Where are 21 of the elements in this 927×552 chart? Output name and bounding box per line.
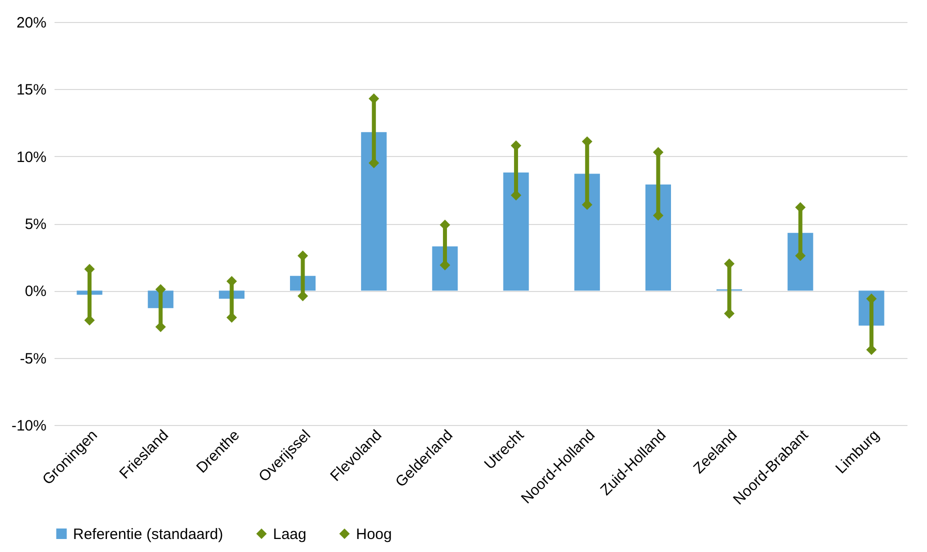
point bbox=[866, 293, 877, 304]
bar bbox=[361, 132, 387, 291]
bar bbox=[645, 184, 672, 291]
legend-label: Referentie (standaard) bbox=[73, 526, 224, 543]
legend-label: Laag bbox=[273, 526, 306, 543]
point bbox=[510, 190, 522, 201]
y-tick-label: 5% bbox=[24, 216, 46, 233]
y-tick-label: 10% bbox=[16, 148, 46, 166]
y-tick-label: -5% bbox=[20, 350, 46, 368]
bar bbox=[432, 246, 458, 291]
bar bbox=[503, 172, 529, 291]
point bbox=[866, 344, 877, 356]
y-tick-label: 15% bbox=[16, 82, 46, 99]
legend-label: Hoog bbox=[356, 526, 392, 543]
y-tick-label: -10% bbox=[11, 418, 46, 434]
point bbox=[298, 250, 308, 261]
y-tick-label: 0% bbox=[24, 283, 46, 300]
bar bbox=[788, 232, 814, 291]
point bbox=[368, 93, 380, 104]
bar bbox=[574, 174, 600, 291]
y-tick-label: 20% bbox=[16, 14, 46, 32]
